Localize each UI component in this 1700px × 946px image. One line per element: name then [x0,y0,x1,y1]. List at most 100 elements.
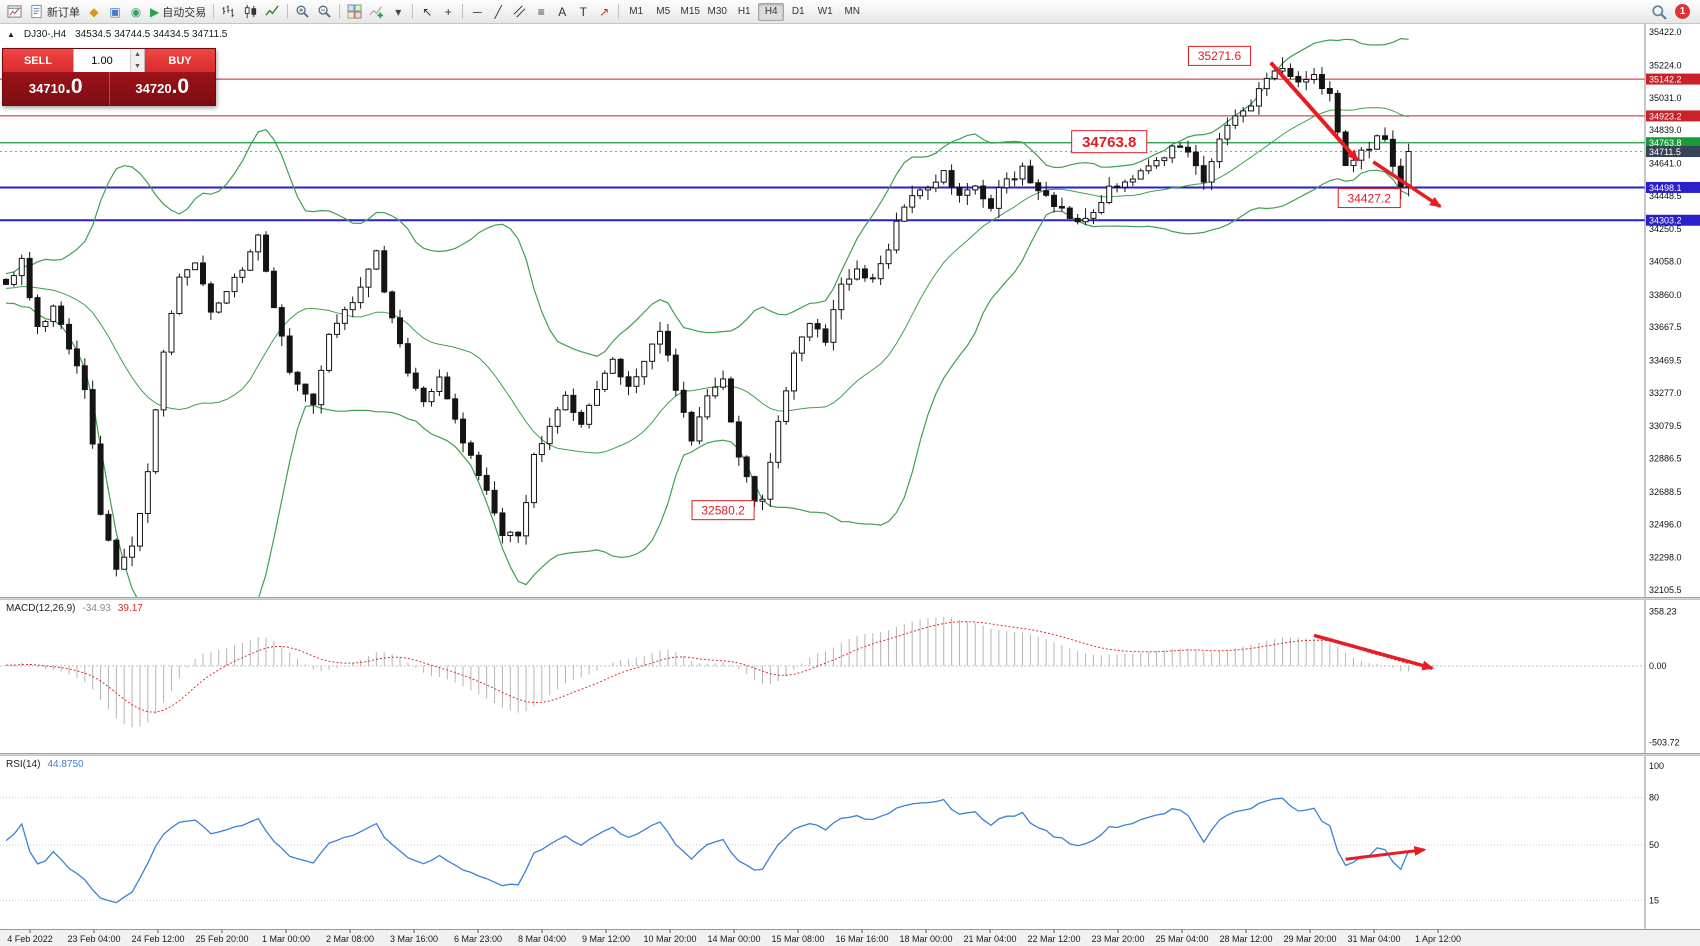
rsi-line [5,797,1410,904]
indicators-icon[interactable] [366,2,387,22]
svg-text:8 Mar 04:00: 8 Mar 04:00 [518,934,566,944]
trend-arrow[interactable] [1313,633,1435,671]
auto-trading-button[interactable]: ▶ 自动交易 [150,4,207,19]
bollinger-upper-band [5,37,1409,357]
search-icon[interactable] [1648,2,1670,22]
indicators-dropdown-icon[interactable]: ▾ [395,4,402,19]
svg-text:32496.0: 32496.0 [1649,519,1682,529]
chart-window-icon[interactable] [4,2,25,22]
pane-splitter[interactable] [0,753,1700,756]
navigator-icon[interactable]: ◉ [130,4,142,19]
buy-price[interactable]: 34720.0 [135,75,190,98]
text-icon[interactable]: A [558,4,567,19]
rsi-indicator-pane[interactable]: 100 80 50 15 [0,756,1700,929]
svg-text:28 Mar 12:00: 28 Mar 12:00 [1219,934,1272,944]
svg-text:80: 80 [1649,793,1659,803]
crosshair-icon[interactable]: + [444,4,452,19]
toolbar-separator [618,4,620,19]
svg-text:32580.2: 32580.2 [701,503,745,517]
new-order-button[interactable]: 新订单 [26,2,83,22]
volume-stepper[interactable]: ▲ ▼ [73,49,145,72]
svg-text:22 Mar 12:00: 22 Mar 12:00 [1027,934,1080,944]
price-tag: 34711.5 [1646,146,1700,158]
volume-up-icon[interactable]: ▲ [131,49,144,61]
toolbar: 新订单 ◆ ▣ ◉ ▶ 自动交易 ▾ ↖ + ─ ╱ ≡ A T ↗ M1 M5 M15 M30 H1 H4 D1 W1 MN… [0,0,1700,24]
price-tag: 35142.2 [1646,73,1700,85]
toolbar-separator [412,4,414,19]
svg-text:3 Mar 16:00: 3 Mar 16:00 [390,934,438,944]
annotation-price-label[interactable]: 32580.2 [691,500,755,521]
pane-splitter[interactable] [0,597,1700,600]
zoom-in-icon[interactable] [292,2,313,22]
zoom-out-icon[interactable] [314,2,335,22]
sell-button[interactable]: SELL [3,49,73,72]
timeframe-D1[interactable]: D1 [791,6,805,17]
svg-text:34641.0: 34641.0 [1649,158,1682,168]
svg-text:4 Feb 2022: 4 Feb 2022 [7,934,53,944]
timeframe-M5[interactable]: M5 [656,6,671,17]
timeframe-H1[interactable]: H1 [737,6,751,17]
ohlc-values: 34534.5 34744.5 34434.5 34711.5 [75,29,228,40]
data-window-icon[interactable]: ▣ [109,4,121,19]
annotation-price-label[interactable]: 34427.2 [1337,188,1401,209]
svg-text:16 Mar 16:00: 16 Mar 16:00 [835,934,888,944]
line-chart-icon[interactable] [262,2,283,22]
trend-arrow[interactable] [1372,160,1442,208]
notification-badge[interactable]: 1 [1675,4,1690,19]
arrows-icon[interactable]: ↗ [599,4,610,19]
trendline-icon[interactable]: ╱ [494,4,502,19]
svg-text:35271.6: 35271.6 [1198,49,1242,63]
svg-text:15 Mar 08:00: 15 Mar 08:00 [771,934,824,944]
svg-text:35422.0: 35422.0 [1649,27,1682,37]
channel-icon[interactable] [509,2,530,22]
price-tag: 34303.2 [1646,214,1700,226]
sell-price[interactable]: 34710.0 [3,72,110,105]
bar-chart-icon[interactable] [218,2,239,22]
volume-down-icon[interactable]: ▼ [131,60,144,72]
candlestick-chart-icon[interactable] [240,2,261,22]
cursor-icon[interactable]: ↖ [422,4,433,19]
svg-text:34250.5: 34250.5 [1649,224,1682,234]
chart-window: 35422.0 35224.0 35031.0 34839.0 34641.0 34448… [0,24,1700,946]
horizontal-line-icon[interactable]: ─ [472,4,482,19]
time-axis[interactable]: 4 Feb 2022 23 Feb 04:00 24 Feb 12:00 25 Feb… [0,929,1700,946]
svg-text:34923.2: 34923.2 [1649,111,1682,121]
tile-windows-icon[interactable] [344,2,365,22]
timeframe-H4[interactable]: H4 [758,2,785,21]
svg-text:34763.8: 34763.8 [1649,138,1682,148]
annotation-price-label[interactable]: 34763.8 [1071,130,1148,154]
volume-input[interactable] [74,49,130,72]
collapse-panel-icon[interactable]: ▲ [7,30,15,39]
timeframe-W1[interactable]: W1 [817,6,833,17]
macd-indicator-pane[interactable]: 358.23 0.00 -503.72 [0,600,1700,753]
svg-text:-503.72: -503.72 [1649,738,1680,748]
fibonacci-icon[interactable]: ≡ [537,4,545,19]
price-chart-pane[interactable]: 35422.0 35224.0 35031.0 34839.0 34641.0 34448… [0,24,1700,597]
svg-text:2 Mar 08:00: 2 Mar 08:00 [326,934,374,944]
macd-label: MACD(12,26,9) -34.93 39.17 [6,603,143,614]
trend-arrow[interactable] [1345,845,1427,861]
trend-arrow[interactable] [1269,61,1359,162]
timeframe-MN[interactable]: MN [844,6,861,17]
timeframe-M15[interactable]: M15 [680,6,700,17]
buy-button[interactable]: BUY [145,49,215,72]
svg-text:33469.5: 33469.5 [1649,356,1682,366]
market-watch-icon[interactable]: ◆ [89,4,99,19]
svg-text:32298.0: 32298.0 [1649,553,1682,563]
rsi-label: RSI(14) 44.8750 [6,759,84,770]
bollinger-lower-band [5,169,1409,597]
svg-text:33277.0: 33277.0 [1649,388,1682,398]
timeframe-M1[interactable]: M1 [629,6,644,17]
svg-text:100: 100 [1649,761,1664,771]
svg-text:1 Mar 00:00: 1 Mar 00:00 [262,934,310,944]
label-icon[interactable]: T [579,4,587,19]
svg-text:31 Mar 04:00: 31 Mar 04:00 [1347,934,1400,944]
svg-text:25 Mar 04:00: 25 Mar 04:00 [1155,934,1208,944]
svg-text:1 Apr 12:00: 1 Apr 12:00 [1415,934,1461,944]
annotation-price-label[interactable]: 35271.6 [1187,45,1252,66]
svg-text:34303.2: 34303.2 [1649,216,1682,226]
timeframe-M30[interactable]: M30 [707,6,727,17]
svg-text:14 Mar 00:00: 14 Mar 00:00 [707,934,760,944]
svg-text:9 Mar 12:00: 9 Mar 12:00 [582,934,630,944]
